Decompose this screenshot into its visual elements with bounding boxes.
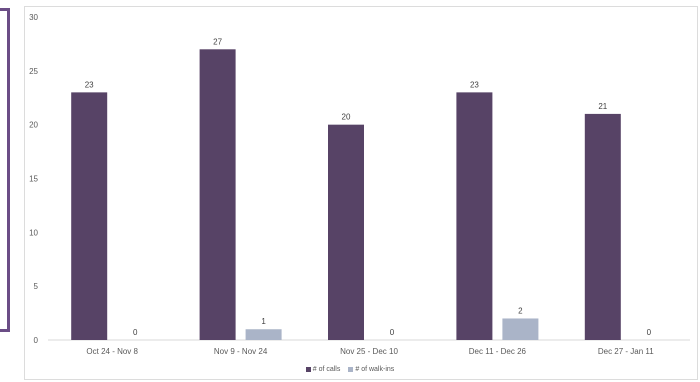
bar-walk-ins [245, 329, 282, 340]
y-axis: 0 5 10 15 20 25 30 [29, 13, 38, 345]
legend-swatch-walk-ins [348, 367, 354, 372]
bar-calls [328, 124, 364, 341]
legend-item-calls: # of calls [305, 366, 341, 373]
x-tick-label: Dec 11 - Dec 26 [469, 347, 527, 356]
y-tick-label: 25 [29, 67, 38, 76]
y-tick-label: 20 [29, 121, 38, 130]
data-label-calls: 21 [598, 102, 607, 111]
x-tick-label: Nov 25 - Dec 10 [340, 347, 398, 356]
x-tick-label: Dec 27 - Jan 11 [598, 347, 654, 356]
legend: # of calls # of walk-ins [0, 366, 700, 373]
legend-swatch-calls [305, 367, 311, 372]
left-panel-border [0, 8, 10, 332]
bar-calls [584, 113, 621, 341]
bar-calls [71, 92, 108, 340]
y-tick-label: 10 [29, 228, 38, 237]
data-label-calls: 20 [342, 113, 351, 122]
bar-calls [456, 92, 493, 340]
data-label-calls: 23 [470, 80, 479, 89]
data-label-walk-ins: 2 [518, 306, 523, 315]
legend-item-walk-ins: # of walk-ins [348, 366, 394, 373]
y-tick-label: 5 [34, 282, 39, 291]
x-tick-label: Nov 9 - Nov 24 [214, 347, 268, 356]
data-label-walk-ins: 0 [390, 328, 395, 337]
y-tick-label: 30 [29, 13, 38, 22]
bar-walk-ins [502, 318, 539, 340]
x-tick-label: Oct 24 - Nov 8 [86, 347, 138, 356]
data-label-calls: 27 [213, 37, 222, 46]
data-label-walk-ins: 0 [133, 328, 138, 337]
data-labels: 23 0 27 1 20 0 23 2 21 0 [85, 37, 652, 337]
x-axis: Oct 24 - Nov 8 Nov 9 - Nov 24 Nov 25 - Dec… [86, 347, 654, 356]
bar-calls [199, 49, 236, 341]
y-tick-label: 0 [34, 336, 39, 345]
data-label-calls: 23 [85, 80, 94, 89]
y-tick-label: 15 [29, 175, 38, 184]
data-label-walk-ins: 0 [647, 328, 652, 337]
legend-label-calls: # of calls [312, 366, 341, 373]
bars [71, 49, 621, 341]
bar-chart: 0 5 10 15 20 25 30 23 0 27 1 20 0 23 2 21 0 Oct 24 - No… [29, 13, 690, 356]
legend-label-walk-ins: # of walk-ins [355, 366, 395, 373]
data-label-walk-ins: 1 [261, 317, 266, 326]
